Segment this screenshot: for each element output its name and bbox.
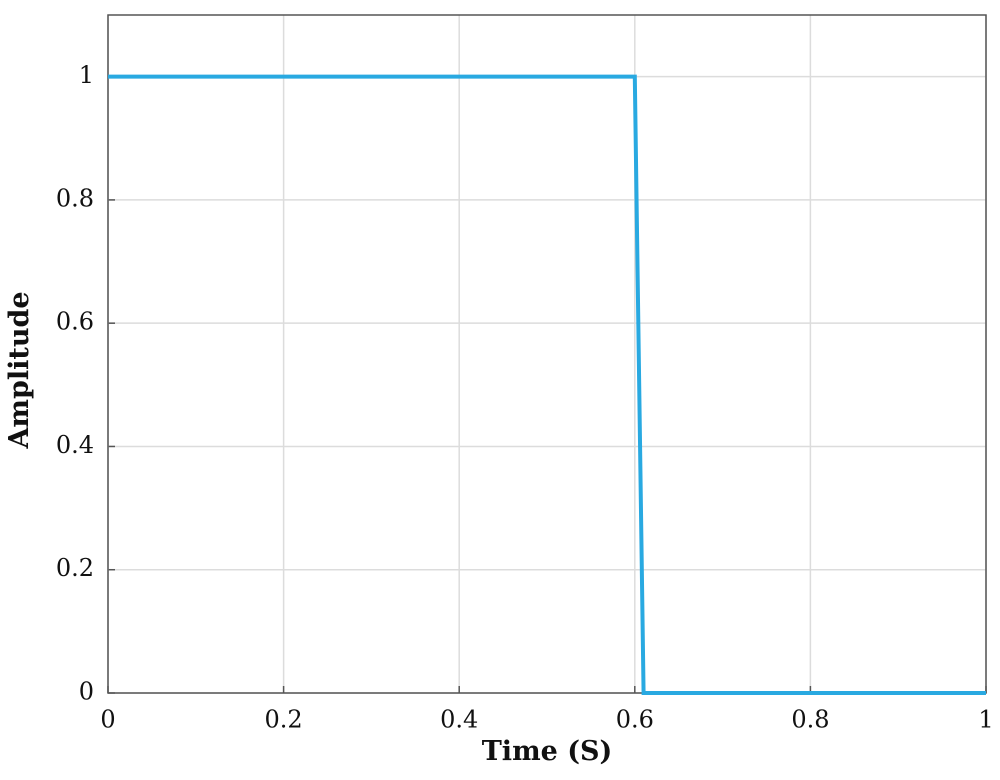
y-tick-label: 0.8: [56, 184, 94, 212]
y-tick-label: 0: [79, 678, 94, 706]
plot-frame: [107, 14, 987, 694]
y-tick-label: 0.4: [56, 431, 94, 459]
x-tick-label: 0.4: [440, 706, 478, 734]
y-axis-label: Amplitude: [4, 291, 35, 449]
x-tick-label: 0.6: [616, 706, 654, 734]
x-axis-label: Time (S): [482, 736, 613, 767]
data-line: [108, 74, 986, 695]
x-tick-label: 1: [978, 706, 993, 734]
x-tick-label: 0: [100, 706, 115, 734]
x-tick-label: 0.8: [791, 706, 829, 734]
x-tick-label: 0.2: [265, 706, 303, 734]
y-tick-label: 0.6: [56, 308, 94, 336]
y-tick-label: 0.2: [56, 554, 94, 582]
y-tick-label: 1: [79, 61, 94, 89]
